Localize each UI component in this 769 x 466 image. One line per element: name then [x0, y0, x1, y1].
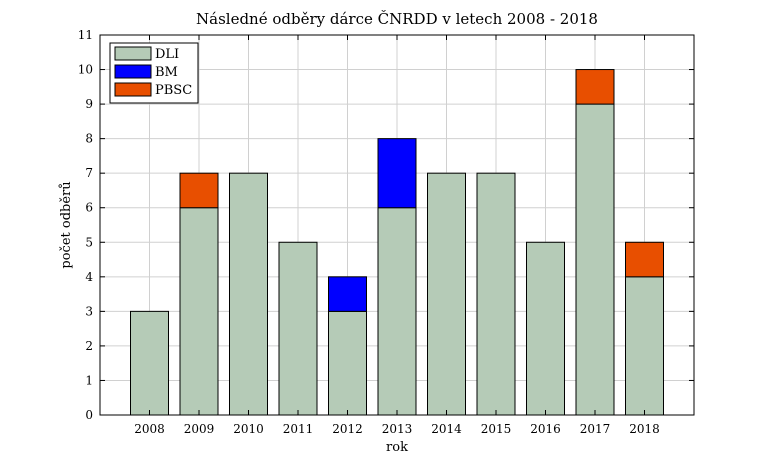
- y-tick-label: 3: [85, 304, 93, 318]
- legend: DLI BM PBSC: [109, 42, 199, 104]
- y-ticks: 0 1 2 3 4 5 6 7 8 9 10 11: [78, 28, 694, 422]
- bar-dli-2010: [229, 172, 268, 416]
- y-tick-label: 2: [85, 339, 93, 353]
- y-tick-label: 1: [85, 373, 93, 387]
- y-tick-label: 5: [85, 235, 93, 249]
- x-axis-label: rok: [386, 440, 408, 455]
- x-ticks: 2008 2009 2010 2011 2012 2013 2014 2015 2016 2017…: [134, 35, 660, 436]
- bars-layer: [130, 69, 664, 416]
- y-tick-label: 4: [85, 270, 93, 284]
- bar-dli-2015: [476, 172, 516, 416]
- bar-dli-2017: [575, 103, 615, 416]
- bar-dli-2018: [625, 276, 664, 416]
- bar-dli-2016: [526, 241, 565, 416]
- bar-dli-2009: [179, 207, 219, 416]
- legend-label-bm: BM: [155, 65, 178, 80]
- bar-pbsc-2009: [179, 172, 219, 209]
- legend-label-pbsc: PBSC: [155, 83, 192, 98]
- x-tick-label: 2017: [580, 422, 611, 436]
- bar-pbsc-2018: [625, 241, 664, 278]
- legend-swatch-bm: [114, 64, 152, 79]
- bar-dli-2013: [377, 207, 417, 416]
- x-tick-label: 2016: [530, 422, 561, 436]
- x-tick-label: 2010: [233, 422, 264, 436]
- bar-bm-2013: [377, 138, 417, 209]
- bar-bm-2012: [328, 276, 367, 312]
- legend-swatch-dli: [114, 46, 152, 61]
- y-axis-label: počet odběrů: [58, 181, 74, 268]
- legend-swatch-pbsc: [114, 82, 152, 97]
- y-tick-label: 9: [85, 97, 93, 111]
- y-tick-label: 6: [85, 201, 93, 215]
- y-tick-label: 7: [85, 166, 93, 180]
- bar-dli-2008: [130, 310, 169, 416]
- bar-dli-2011: [278, 241, 318, 416]
- y-tick-label: 10: [78, 63, 93, 77]
- chart-title: Následné odběry dárce ČNRDD v letech 200…: [196, 10, 598, 28]
- legend-label-dli: DLI: [155, 47, 179, 62]
- x-tick-label: 2012: [332, 422, 363, 436]
- y-tick-label: 0: [85, 408, 93, 422]
- bar-dli-2014: [427, 172, 466, 416]
- x-tick-label: 2011: [283, 422, 314, 436]
- bar-dli-2012: [328, 310, 367, 416]
- y-tick-label: 8: [85, 132, 93, 146]
- x-tick-label: 2018: [629, 422, 660, 436]
- x-tick-label: 2008: [134, 422, 165, 436]
- x-tick-label: 2013: [382, 422, 413, 436]
- x-tick-label: 2009: [184, 422, 215, 436]
- x-tick-label: 2014: [431, 422, 462, 436]
- bar-pbsc-2017: [575, 69, 615, 105]
- x-tick-label: 2015: [481, 422, 512, 436]
- y-tick-label: 11: [78, 28, 93, 42]
